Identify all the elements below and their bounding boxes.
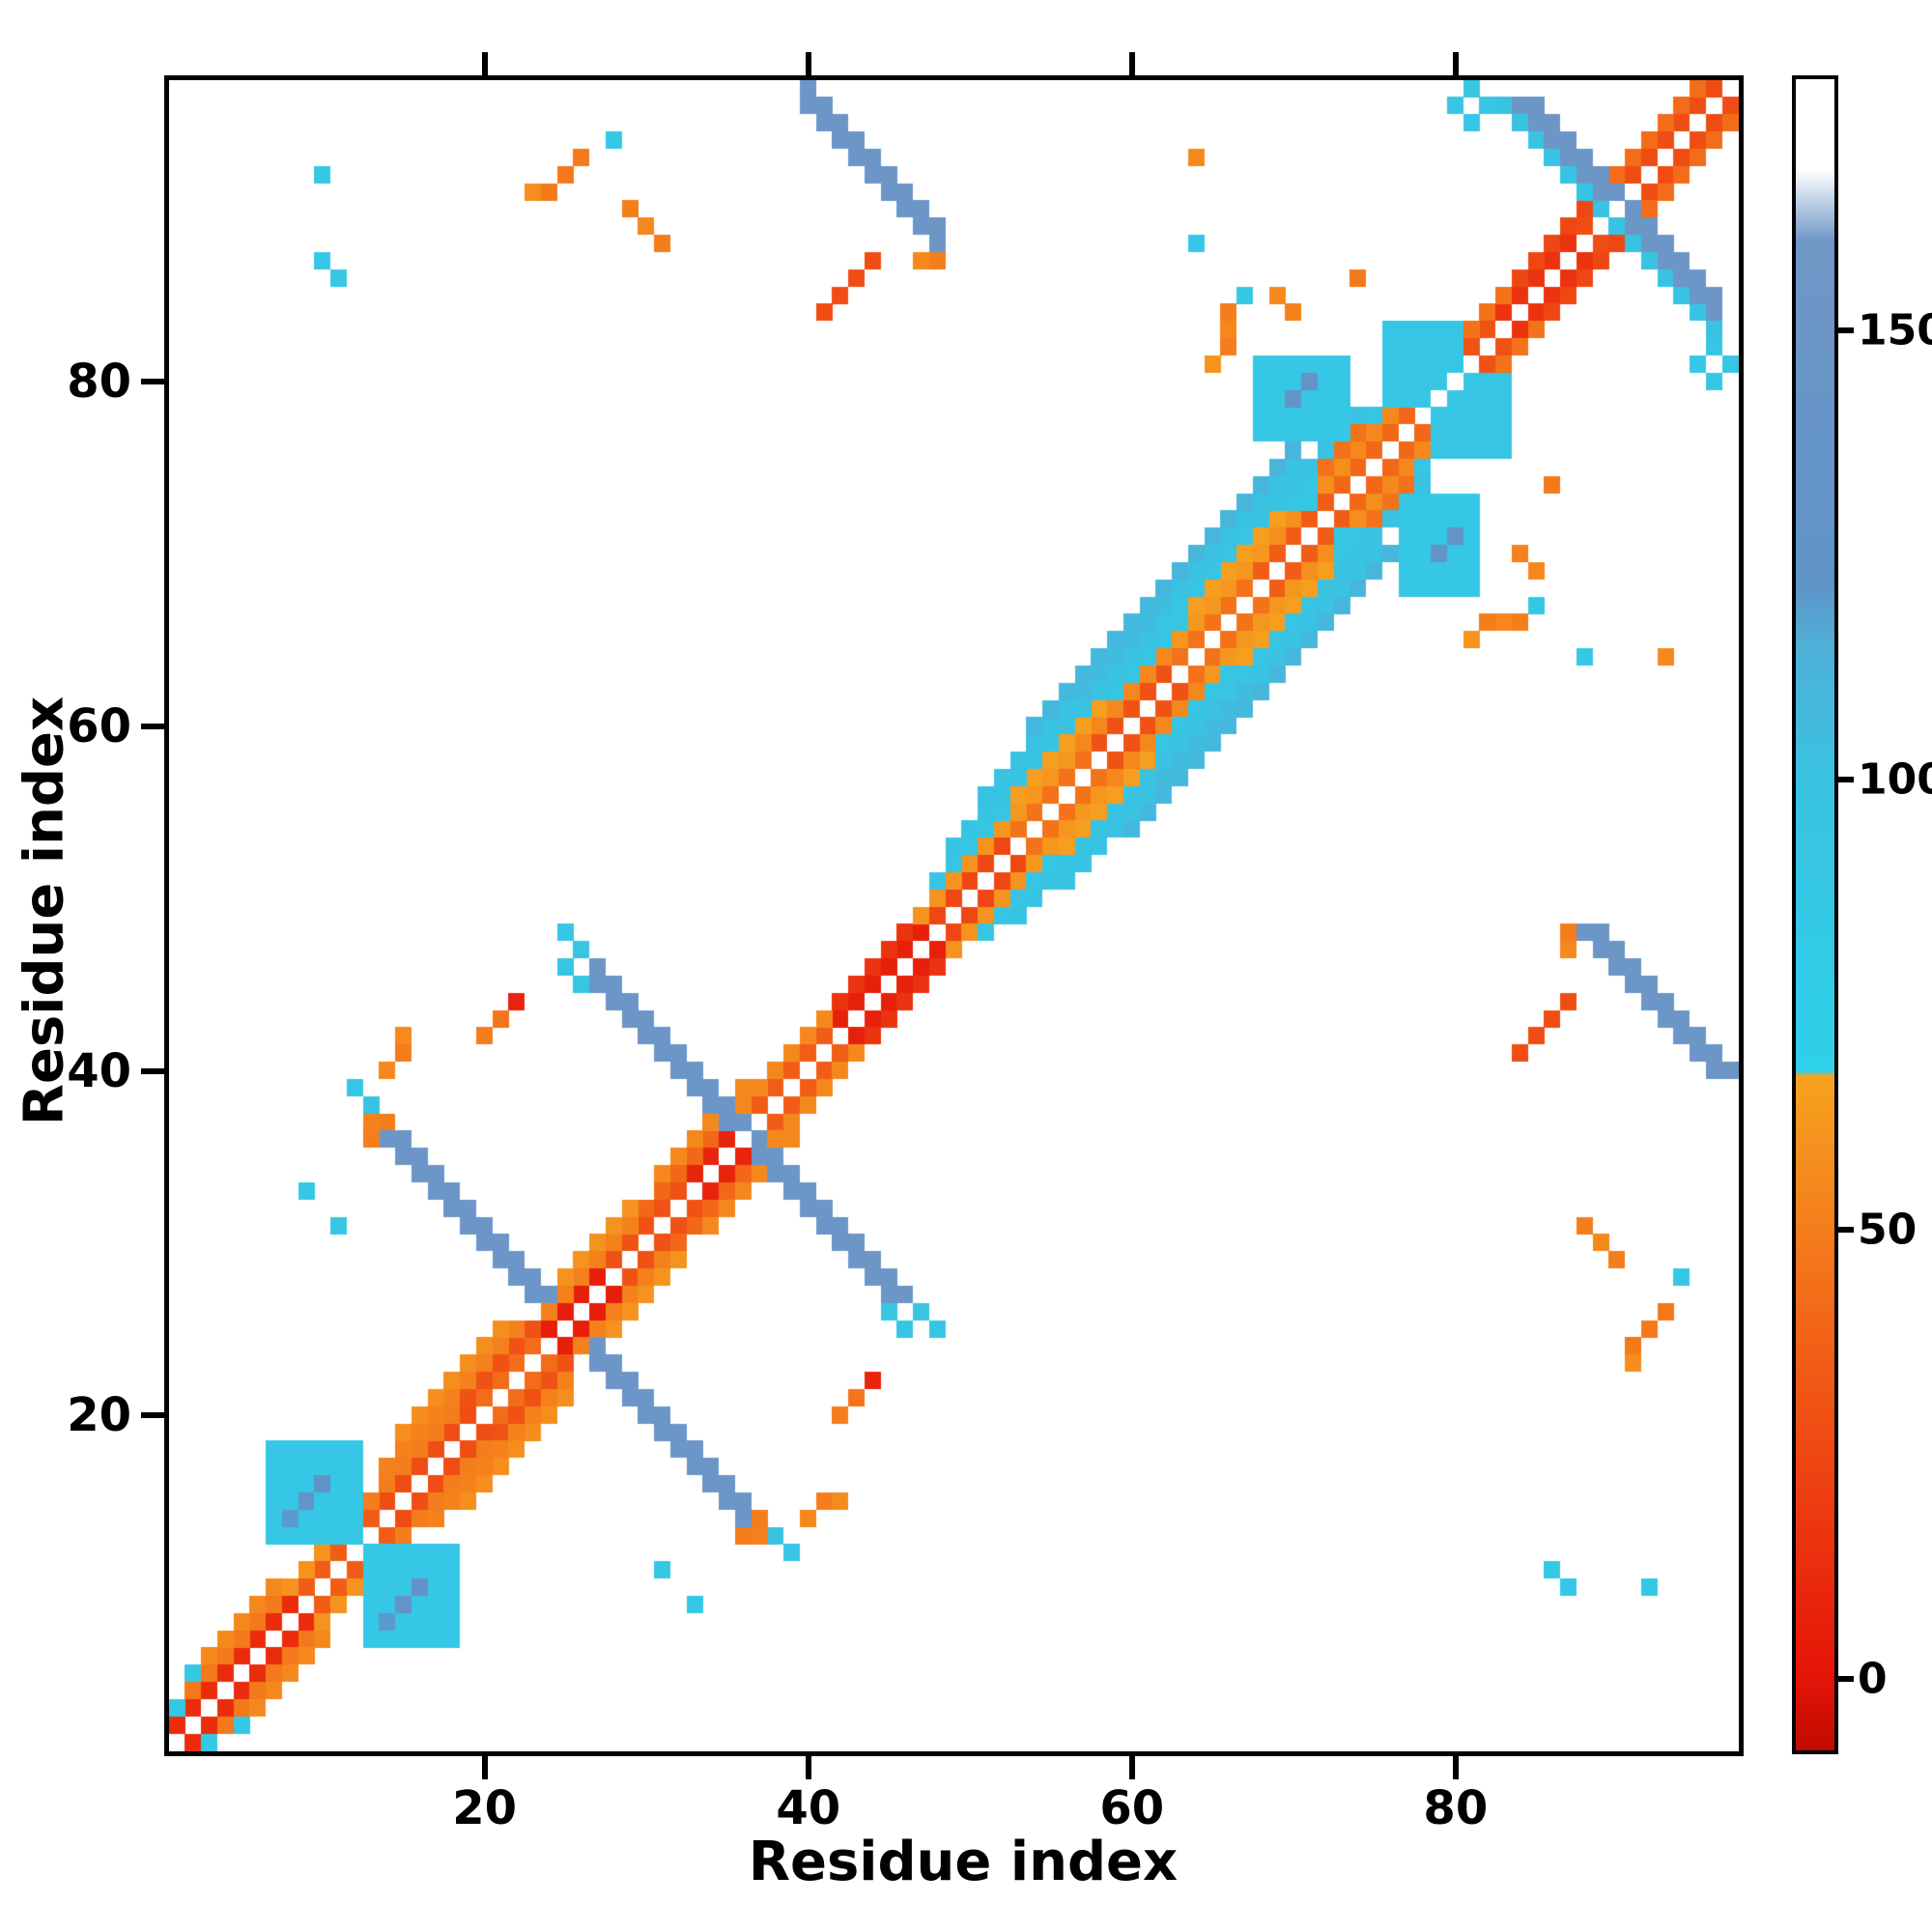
y-tickmark (141, 1067, 164, 1074)
x-tickmark (1452, 1756, 1459, 1779)
y-tick-label: 40 (67, 1043, 131, 1098)
colorbar-canvas (1796, 79, 1834, 1750)
x-tick-label: 40 (776, 1781, 841, 1835)
y-tick-label: 80 (67, 355, 131, 410)
x-tick-label: 60 (1099, 1781, 1165, 1835)
y-tickmark (141, 379, 164, 385)
y-tick-label: 20 (67, 1388, 131, 1443)
plot-area (164, 75, 1744, 1756)
x-top-tickmark (481, 52, 488, 75)
x-tickmark (1128, 1756, 1135, 1779)
y-tickmark (141, 723, 164, 729)
x-top-tickmark (805, 52, 811, 75)
colorbar-tickmark (1838, 1675, 1854, 1682)
x-tickmark (481, 1756, 488, 1779)
colorbar-tick-label: 150 (1858, 305, 1932, 355)
colorbar-tick-label: 50 (1858, 1205, 1918, 1255)
x-tick-label: 20 (452, 1781, 518, 1835)
x-top-tickmark (1128, 52, 1135, 75)
x-top-tickmark (1452, 52, 1459, 75)
colorbar (1792, 75, 1838, 1754)
y-tick-label: 60 (67, 698, 131, 753)
colorbar-tick-label: 100 (1858, 754, 1932, 805)
colorbar-tickmark (1838, 327, 1854, 334)
colorbar-tickmark (1838, 1226, 1854, 1233)
y-tickmark (141, 1412, 164, 1419)
x-tick-label: 80 (1423, 1781, 1489, 1835)
colorbar-tick-label: 0 (1858, 1654, 1888, 1704)
x-axis-title: Residue index (748, 1831, 1179, 1893)
colorbar-tickmark (1838, 777, 1854, 783)
x-tickmark (805, 1756, 811, 1779)
heatmap-canvas (169, 80, 1739, 1751)
